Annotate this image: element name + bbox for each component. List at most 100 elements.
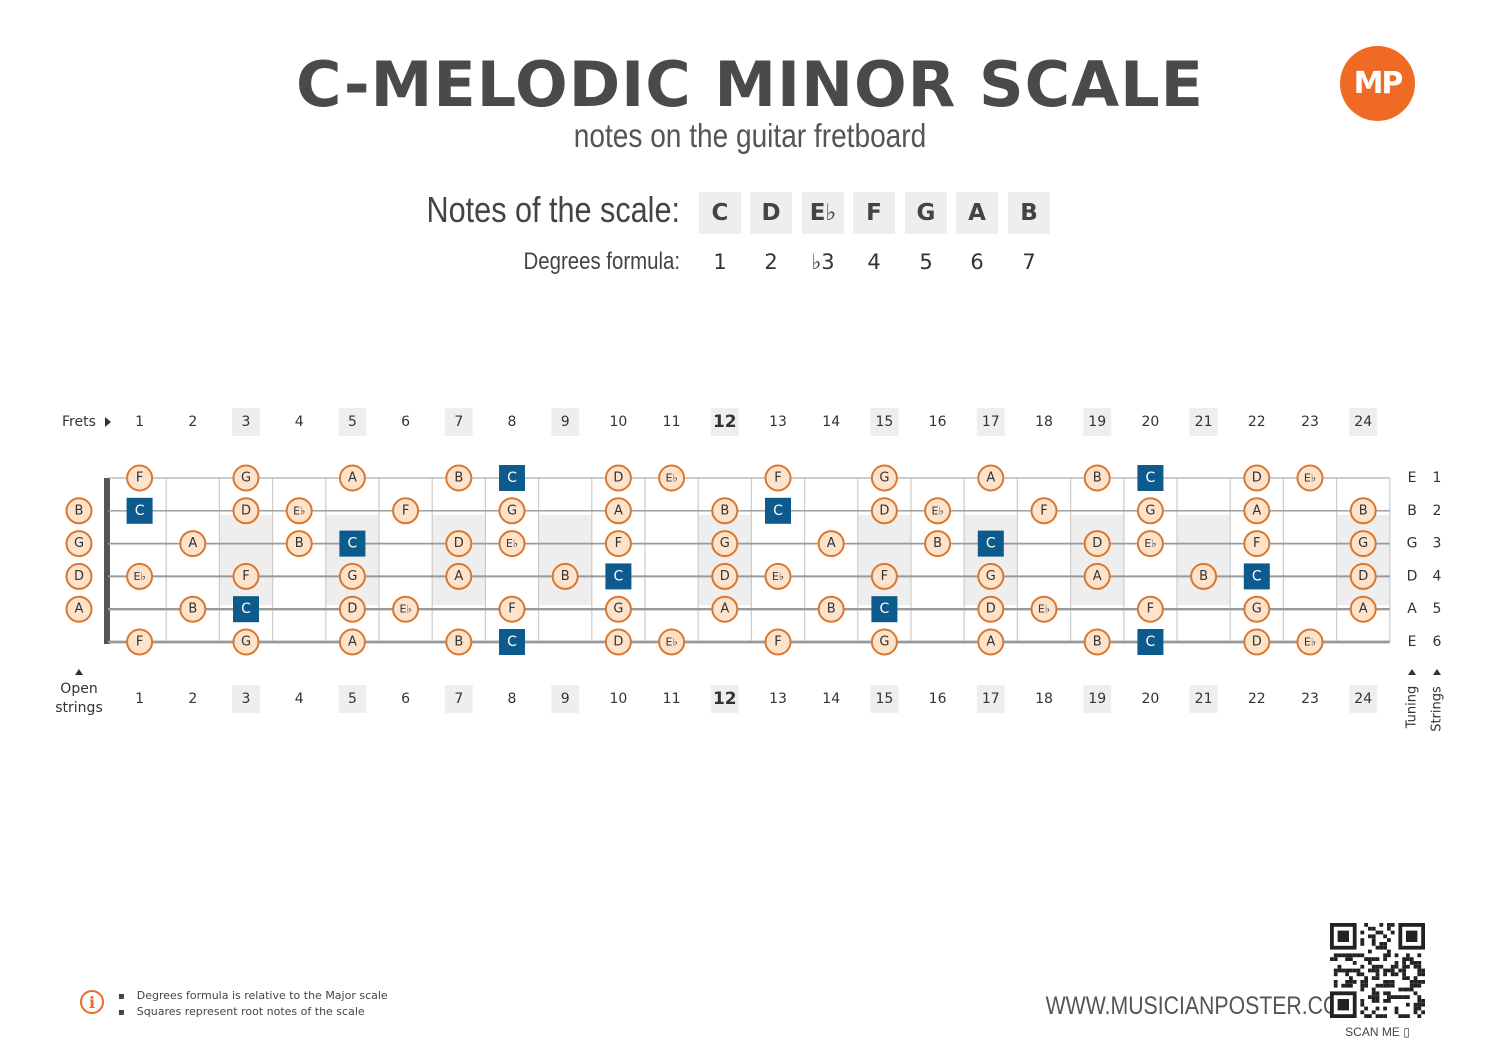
- qr-module: [1387, 938, 1391, 942]
- strings-label: Strings: [1430, 686, 1445, 732]
- string-tuning: B: [1407, 503, 1417, 519]
- qr-module: [1368, 995, 1372, 999]
- scale-note-circle: [338, 464, 366, 492]
- root-note-square: [765, 497, 791, 524]
- qr-module: [1375, 991, 1380, 996]
- scale-note-circle: [711, 497, 739, 525]
- scale-note-circle: [764, 464, 792, 492]
- qr-module: [1356, 968, 1361, 973]
- qr-module: [1333, 957, 1338, 961]
- scale-note-label: E♭: [932, 504, 944, 517]
- qr-module: [1383, 942, 1387, 946]
- fret-number: 16: [929, 414, 947, 430]
- string-tuning: A: [1407, 601, 1417, 617]
- qr-module: [1402, 1014, 1406, 1018]
- scale-note-circle: [604, 497, 632, 525]
- nut: [104, 478, 110, 644]
- scale-note-circle: [1243, 530, 1271, 558]
- qr-module: [1349, 953, 1353, 958]
- qr-module: [1371, 976, 1376, 980]
- fret-number: 18: [1035, 414, 1053, 430]
- root-note-label: C: [773, 503, 783, 519]
- scale-note-label: F: [774, 471, 781, 486]
- qr-module: [1417, 961, 1422, 965]
- root-note-label: C: [1146, 470, 1156, 486]
- scale-note-circle: [179, 595, 207, 623]
- scale-note-label: D: [879, 503, 889, 518]
- scale-note-circle: [1296, 464, 1324, 492]
- qr-module: [1360, 987, 1365, 992]
- qr-module: [1371, 964, 1376, 969]
- root-note-label: C: [348, 536, 358, 552]
- qr-module: [1413, 976, 1418, 980]
- fret-highlight: [1070, 514, 1124, 606]
- scale-note-label: E♭: [666, 472, 678, 485]
- scale-note-circle: [1030, 595, 1058, 623]
- qr-module: [1379, 1014, 1384, 1018]
- qr-module: [1402, 957, 1406, 961]
- root-note-square: [871, 596, 898, 623]
- root-note-label: C: [880, 601, 890, 617]
- fret-number: 23: [1301, 414, 1319, 430]
- fret-number: 3: [242, 691, 251, 707]
- fret-number-box: [976, 408, 1005, 436]
- fret-number-box: [338, 408, 367, 436]
- scale-note-label: G: [613, 602, 623, 617]
- qr-module: [1352, 980, 1357, 984]
- fret-highlight: [964, 514, 1018, 606]
- qr-module: [1371, 938, 1376, 942]
- fret-number-box: [1349, 408, 1378, 436]
- scale-note-label: B: [188, 602, 197, 617]
- scale-note-label: E♭: [772, 570, 784, 583]
- fret-number: 24: [1354, 414, 1372, 430]
- qr-module: [1417, 999, 1422, 1003]
- fret-number: 22: [1248, 414, 1266, 430]
- fret-number-box: [444, 685, 473, 713]
- qr-module: [1364, 1014, 1368, 1018]
- qr-module: [1390, 995, 1395, 999]
- scale-note-label: A: [986, 635, 995, 650]
- scale-note-label: A: [1093, 569, 1102, 584]
- fret-highlight: [219, 514, 273, 606]
- scale-note-circle: [232, 628, 260, 656]
- scale-note-circle: [658, 628, 686, 656]
- qr-module: [1330, 957, 1334, 961]
- scale-note-label: E♭: [1304, 472, 1316, 485]
- scale-note-circle: [658, 464, 686, 492]
- fret-number: 12: [713, 412, 737, 432]
- frets-label: Frets: [62, 414, 96, 430]
- scale-note: B: [1008, 192, 1050, 234]
- fret-number-box: [1349, 685, 1378, 713]
- scale-note-label: G: [879, 471, 889, 486]
- qr-module: [1406, 976, 1410, 980]
- qr-module: [1352, 953, 1357, 958]
- fret-number: 4: [295, 414, 304, 430]
- scale-note-label: G: [241, 635, 251, 650]
- qr-module: [1413, 964, 1418, 969]
- qr-module: [1349, 980, 1353, 984]
- qr-module: [1421, 972, 1425, 977]
- qr-module: [1364, 980, 1368, 984]
- scale-note-circle: [445, 464, 473, 492]
- fret-number: 20: [1141, 691, 1159, 707]
- scale-note-label: A: [720, 602, 729, 617]
- qr-module: [1368, 961, 1372, 965]
- qr-module: [1394, 964, 1399, 969]
- qr-module: [1383, 934, 1387, 939]
- qr-module: [1390, 968, 1395, 973]
- scale-note-circle: [179, 530, 207, 558]
- scale-note-circle: [1190, 562, 1218, 590]
- scale-note-label: B: [1093, 471, 1102, 486]
- qr-module: [1360, 1010, 1365, 1015]
- scale-note-circle: [392, 497, 420, 525]
- scale-note-label: A: [188, 536, 197, 551]
- scale-note-label: B: [454, 635, 463, 650]
- scale-note-label: E♭: [1038, 603, 1050, 616]
- fret-number: 14: [822, 691, 840, 707]
- fret-number: 16: [929, 691, 947, 707]
- scale-note-label: E♭: [1144, 537, 1156, 550]
- scale-note-circle: [1296, 628, 1324, 656]
- fret-number: 24: [1354, 691, 1372, 707]
- footer-note: Squares represent root notes of the scal…: [118, 1004, 388, 1020]
- qr-module: [1406, 953, 1410, 958]
